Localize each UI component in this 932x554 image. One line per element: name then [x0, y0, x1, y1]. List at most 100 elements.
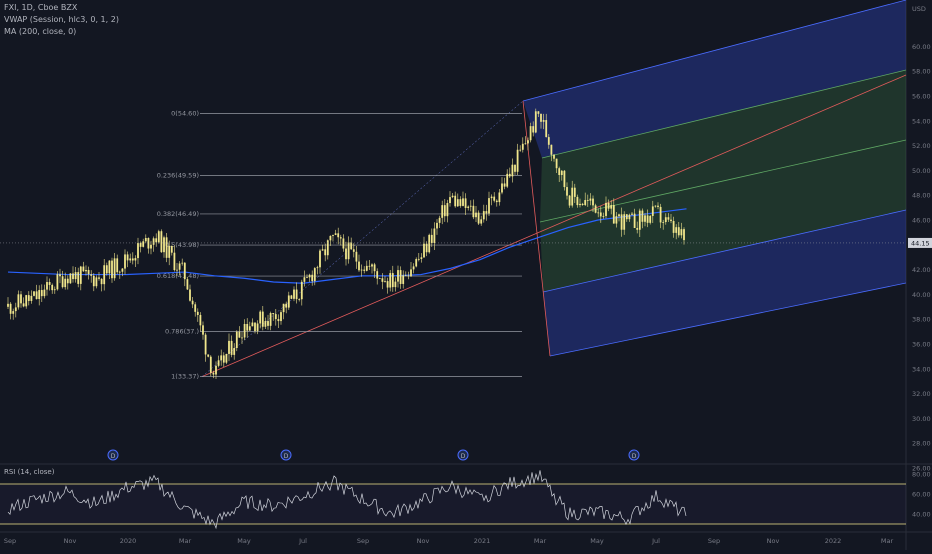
- price-axis-currency: USD: [912, 5, 926, 13]
- price-axis-tick: 40.00: [912, 291, 931, 299]
- candle-body: [651, 206, 654, 216]
- candle-body: [521, 143, 524, 150]
- candle-body: [371, 264, 373, 267]
- candle-body: [586, 200, 589, 201]
- ma-200-line: [7, 208, 687, 284]
- candle-body: [412, 266, 415, 270]
- candle-body: [168, 245, 171, 258]
- pitchfork-upper-zone: [523, 0, 906, 158]
- candle-body: [139, 243, 142, 247]
- candle-body: [667, 217, 670, 220]
- pitchfork-mid-upper-zone: [540, 70, 906, 222]
- candle-body: [9, 303, 12, 314]
- time-axis-label: Sep: [4, 537, 16, 545]
- candle-body: [238, 331, 241, 338]
- candle-body: [85, 269, 87, 272]
- candle-body: [30, 295, 33, 301]
- candle-body: [511, 164, 514, 177]
- candle-body: [183, 262, 186, 280]
- candle-body: [482, 211, 485, 220]
- candle-body: [313, 268, 316, 282]
- candle-body: [95, 277, 98, 287]
- candle-body: [165, 237, 168, 258]
- candle-body: [571, 187, 574, 206]
- price-axis-tick: 56.00: [912, 93, 931, 101]
- rsi-line: [7, 470, 687, 530]
- candle-body: [579, 203, 581, 206]
- candle-body: [550, 144, 553, 155]
- candle-body: [261, 311, 264, 327]
- candle-body: [683, 229, 685, 241]
- fib-level-label: 1(33.37): [171, 373, 199, 381]
- price-axis-tick: 50.00: [912, 167, 931, 175]
- candle-body: [306, 277, 308, 279]
- candle-body: [108, 260, 111, 274]
- candle-body: [116, 258, 119, 273]
- candle-body: [35, 291, 38, 300]
- candle-body: [142, 241, 145, 247]
- candle-body: [404, 275, 407, 277]
- candle-body: [355, 251, 358, 262]
- candle-body: [51, 284, 54, 291]
- time-axis-label: Mar: [179, 537, 192, 545]
- dividend-marker[interactable]: D: [280, 449, 292, 461]
- dividend-marker[interactable]: D: [107, 449, 119, 461]
- candle-body: [365, 265, 368, 271]
- candle-body: [542, 120, 545, 122]
- candle-body: [264, 321, 267, 327]
- candle-body: [397, 270, 399, 282]
- dividend-marker-label: D: [111, 453, 116, 460]
- time-axis-label: Nov: [767, 537, 780, 545]
- candle-body: [269, 313, 272, 326]
- price-axis-tick: 42.00: [912, 266, 931, 274]
- candle-body: [160, 231, 163, 253]
- candle-body: [248, 326, 251, 331]
- candle-body: [225, 353, 228, 363]
- candle-body: [376, 271, 379, 279]
- time-axis-label: Nov: [417, 537, 430, 545]
- candle-body: [256, 323, 259, 331]
- time-axis-label: Jul: [651, 537, 660, 545]
- price-axis-tick: 30.00: [912, 415, 931, 423]
- candle-body: [12, 311, 15, 314]
- candle-body: [337, 233, 340, 238]
- candle-body: [105, 265, 108, 274]
- time-axis-label: 2021: [474, 537, 491, 545]
- candle-body: [311, 274, 314, 282]
- candle-body: [508, 173, 511, 177]
- price-axis-tick: 60.00: [912, 43, 931, 51]
- candle-body: [319, 250, 321, 268]
- candle-body: [87, 269, 90, 275]
- pitchfork-line-4: [549, 282, 907, 357]
- candle-body: [670, 219, 672, 222]
- candle-body: [532, 126, 535, 133]
- time-axis-label: Jul: [298, 537, 307, 545]
- candle-body: [654, 205, 657, 207]
- candle-body: [230, 340, 233, 355]
- vwap-indicator-label[interactable]: VWAP (Session, hlc3, 0, 1, 2): [4, 15, 119, 24]
- rsi-indicator-label[interactable]: RSI (14, close): [4, 468, 55, 476]
- price-axis-tick: 32.00: [912, 390, 931, 398]
- candle-body: [352, 249, 355, 252]
- candle-body: [295, 289, 298, 300]
- candle-body: [43, 289, 46, 297]
- candle-body: [241, 337, 243, 339]
- candle-body: [150, 244, 152, 249]
- dividend-marker-circle: [457, 449, 469, 461]
- dividend-marker[interactable]: D: [628, 449, 640, 461]
- dividend-marker[interactable]: D: [457, 449, 469, 461]
- price-axis-tick: 58.00: [912, 68, 931, 76]
- last-price-badge: 44.15: [908, 237, 932, 248]
- candle-body: [560, 170, 563, 175]
- dividend-marker-circle: [280, 449, 292, 461]
- time-axis-label: 2022: [825, 537, 842, 545]
- rsi-layer: [0, 470, 906, 530]
- candle-body: [285, 303, 288, 308]
- candle-body: [524, 143, 527, 145]
- candle-body: [202, 325, 204, 335]
- candle-body: [672, 221, 675, 233]
- fib-level-label: 0.786(37.): [165, 328, 199, 336]
- ma-indicator-label[interactable]: MA (200, close, 0): [4, 27, 77, 36]
